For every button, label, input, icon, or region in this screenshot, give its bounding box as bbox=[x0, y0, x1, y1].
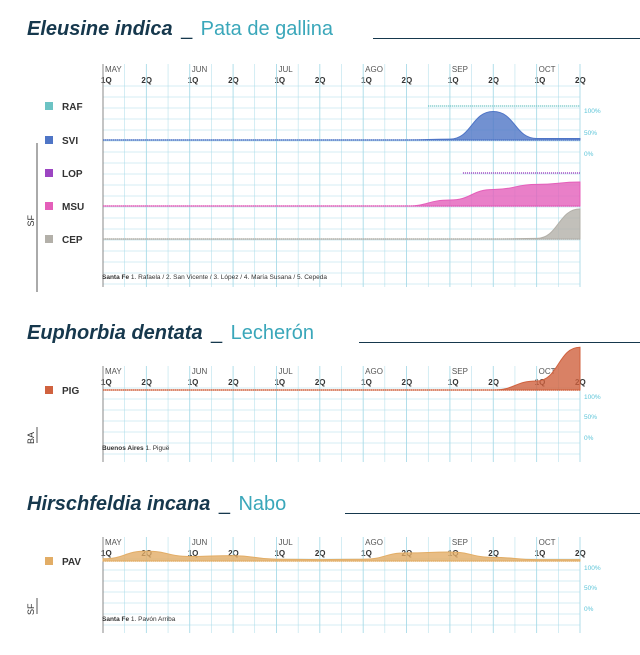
legend-swatch bbox=[45, 202, 53, 210]
pct-tick-label: 0% bbox=[584, 606, 594, 613]
half-label: 1Q bbox=[188, 378, 199, 387]
pct-tick-label: 0% bbox=[584, 151, 594, 158]
footnote-detail: 1. Piguë bbox=[145, 445, 170, 452]
footnote: Santa Fe 1. Pavón Arriba bbox=[102, 616, 175, 623]
pct-tick-label: 0% bbox=[584, 435, 594, 442]
month-label: JUN bbox=[192, 65, 208, 74]
month-label: MAY bbox=[105, 538, 122, 547]
pct-tick-label: 100% bbox=[584, 565, 601, 572]
half-label: 1Q bbox=[101, 378, 112, 387]
month-label: AGO bbox=[365, 538, 383, 547]
legend-swatch bbox=[45, 102, 53, 110]
month-label: SEP bbox=[452, 538, 468, 547]
half-label: 1Q bbox=[448, 378, 459, 387]
half-label: 1Q bbox=[361, 378, 372, 387]
species-section-eleusine: Eleusine indica _ Pata de gallina MAY JUN… bbox=[0, 18, 640, 292]
species-title: Euphorbia dentata _ Lecherón bbox=[27, 322, 640, 350]
species-title: Hirschfeldia incana _ Nabo bbox=[27, 493, 640, 521]
legend-swatch bbox=[45, 136, 53, 144]
common-name: Lecherón bbox=[230, 322, 315, 344]
legend-label: MSU bbox=[62, 202, 84, 213]
series-area bbox=[102, 110, 581, 141]
month-label: OCT bbox=[539, 367, 556, 376]
month-label: AGO bbox=[365, 65, 383, 74]
title-separator: _ bbox=[181, 18, 193, 40]
legend-label: RAF bbox=[62, 102, 83, 113]
species-section-euphorbia: Euphorbia dentata _ Lecherón MAY JUN JUL AG… bbox=[0, 322, 640, 462]
title-rule bbox=[359, 342, 640, 343]
half-label: 1Q bbox=[274, 378, 285, 387]
legend-swatch bbox=[45, 557, 53, 565]
half-label: 1Q bbox=[188, 76, 199, 85]
month-label: MAY bbox=[105, 367, 122, 376]
footnote-detail: 1. Rafaela / 2. San Vicente / 3. López /… bbox=[130, 274, 327, 281]
footnote-region: Santa Fe bbox=[102, 274, 130, 281]
title-separator: _ bbox=[211, 322, 223, 344]
half-label: 1Q bbox=[535, 76, 546, 85]
legend-swatch bbox=[45, 386, 53, 394]
species-title: Eleusine indica _ Pata de gallina bbox=[27, 18, 640, 46]
title-rule bbox=[345, 513, 640, 514]
province-label: SF bbox=[26, 214, 36, 226]
legend-swatch bbox=[45, 169, 53, 177]
title-separator: _ bbox=[218, 493, 230, 515]
legend-label: PIG bbox=[62, 386, 79, 397]
footnote-region: Buenos Aires bbox=[102, 445, 144, 452]
series-area bbox=[102, 346, 581, 391]
half-label: 1Q bbox=[448, 76, 459, 85]
scientific-name: Eleusine indica bbox=[27, 18, 173, 40]
month-label: JUN bbox=[192, 538, 208, 547]
province-label: SF bbox=[26, 603, 36, 615]
month-label: JUL bbox=[278, 65, 293, 74]
month-label: AGO bbox=[365, 367, 383, 376]
month-label: SEP bbox=[452, 65, 468, 74]
pct-tick-label: 50% bbox=[584, 585, 597, 592]
month-label: OCT bbox=[539, 538, 556, 547]
series-area bbox=[103, 181, 581, 207]
half-label: 1Q bbox=[274, 549, 285, 558]
province-label: BA bbox=[26, 432, 36, 444]
species-section-hirschfeldia: Hirschfeldia incana _ Nabo MAY JUN JUL AGO S… bbox=[0, 493, 640, 633]
pct-tick-label: 100% bbox=[584, 394, 601, 401]
legend-swatch bbox=[45, 235, 53, 243]
month-label: JUN bbox=[192, 367, 208, 376]
pct-tick-label: 50% bbox=[584, 414, 597, 421]
footnote-region: Santa Fe bbox=[102, 616, 130, 623]
half-label: 1Q bbox=[361, 549, 372, 558]
half-label: 1Q bbox=[101, 549, 112, 558]
legend-label: PAV bbox=[62, 557, 81, 568]
scientific-name: Euphorbia dentata bbox=[27, 322, 203, 344]
series-area bbox=[102, 550, 581, 562]
title-rule bbox=[373, 38, 640, 39]
half-label: 1Q bbox=[535, 549, 546, 558]
legend-label: CEP bbox=[62, 235, 83, 246]
month-label: SEP bbox=[452, 367, 468, 376]
emergence-chart-eleusine: MAYJUNJULAGOSEPOCT1Q2Q1Q2Q1Q2Q1Q2Q1Q2Q1Q… bbox=[26, 64, 601, 292]
footnote: Buenos Aires 1. Piguë bbox=[102, 445, 169, 452]
month-label: MAY bbox=[105, 65, 122, 74]
footnote: Santa Fe 1. Rafaela / 2. San Vicente / 3… bbox=[102, 274, 327, 281]
month-label: JUL bbox=[278, 367, 293, 376]
legend-label: SVI bbox=[62, 136, 78, 147]
legend-label: LOP bbox=[62, 169, 83, 180]
half-label: 1Q bbox=[188, 549, 199, 558]
pct-tick-label: 50% bbox=[584, 130, 597, 137]
series-area bbox=[102, 208, 581, 240]
half-label: 1Q bbox=[274, 76, 285, 85]
footnote-detail: 1. Pavón Arriba bbox=[130, 616, 176, 623]
half-label: 1Q bbox=[361, 76, 372, 85]
common-name: Pata de gallina bbox=[200, 18, 333, 40]
emergence-chart-euphorbia: MAYJUNJULAGOSEPOCT1Q2Q1Q2Q1Q2Q1Q2Q1Q2Q1Q… bbox=[26, 346, 601, 462]
pct-tick-label: 100% bbox=[584, 108, 601, 115]
scientific-name: Hirschfeldia incana bbox=[27, 493, 211, 515]
emergence-chart-hirschfeldia: MAYJUNJULAGOSEPOCT1Q2Q1Q2Q1Q2Q1Q2Q1Q2Q1Q… bbox=[26, 537, 601, 633]
month-label: JUL bbox=[278, 538, 293, 547]
common-name: Nabo bbox=[238, 493, 287, 515]
half-label: 1Q bbox=[101, 76, 112, 85]
month-label: OCT bbox=[539, 65, 556, 74]
